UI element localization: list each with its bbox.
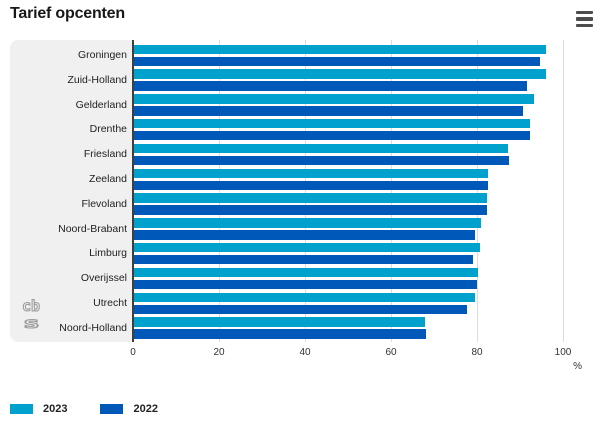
bar-2023-noord-brabant[interactable]	[134, 218, 482, 228]
category-label-groningen: Groningen	[77, 49, 127, 61]
x-tick-label: 100	[554, 347, 572, 358]
category-label-flevoland: Flevoland	[81, 197, 127, 210]
x-tick-label: 20	[213, 347, 225, 358]
bar-2022-groningen[interactable]	[134, 56, 540, 66]
legend-swatch-2023	[10, 404, 33, 414]
cbs-logo: cb s	[21, 296, 40, 332]
category-label-zuid-holland: Zuid-Holland	[67, 73, 127, 86]
gridline-20	[219, 40, 220, 342]
bar-2023-friesland[interactable]	[134, 143, 509, 154]
gridline-40	[305, 40, 306, 342]
bar-2022-limburg[interactable]	[134, 254, 474, 265]
category-label-limburg: Limburg	[89, 247, 127, 260]
hamburger-bar	[576, 23, 593, 27]
bar-2023-groningen[interactable]	[134, 44, 546, 54]
category-label-overijssel: Overijssel	[80, 272, 127, 285]
x-tick-label: 80	[471, 347, 483, 358]
bar-2022-friesland[interactable]	[134, 155, 509, 166]
bar-2022-flevoland[interactable]	[134, 205, 488, 215]
category-label-noord-holland: Noord-Holland	[59, 321, 127, 334]
legend-label-2022: 2022	[133, 403, 158, 415]
bar-2022-zuid-holland[interactable]	[134, 81, 528, 91]
bar-2023-zeeland[interactable]	[134, 168, 488, 178]
legend-label-2023: 2023	[43, 403, 68, 415]
hamburger-menu-icon[interactable]	[576, 11, 593, 27]
bar-2023-limburg[interactable]	[134, 242, 480, 253]
bar-2023-flevoland[interactable]	[134, 193, 488, 203]
bar-2023-zuid-holland[interactable]	[134, 69, 546, 79]
svg-text:s: s	[23, 314, 40, 332]
category-label-noord-brabant: Noord-Brabant	[58, 222, 127, 235]
svg-text:cb: cb	[22, 297, 40, 315]
gridline-100	[563, 40, 564, 342]
x-tick-label: 60	[385, 347, 397, 358]
category-label-drenthe: Drenthe	[89, 123, 127, 136]
bar-2022-noord-holland[interactable]	[134, 329, 426, 339]
category-label-friesland: Friesland	[83, 148, 127, 161]
bar-2023-overijssel[interactable]	[134, 267, 478, 278]
legend-item-2022[interactable]: 2022	[100, 403, 158, 415]
bar-2023-drenthe[interactable]	[134, 118, 530, 129]
legend-item-2023[interactable]: 2023	[10, 403, 67, 415]
category-label-panel	[10, 40, 133, 342]
category-label-zeeland: Zeeland	[89, 173, 127, 185]
bar-2023-noord-holland[interactable]	[134, 317, 425, 327]
hamburger-bar	[576, 17, 593, 21]
bar-2022-overijssel[interactable]	[134, 279, 478, 290]
bar-2022-gelderland[interactable]	[134, 106, 523, 116]
legend-swatch-2022	[100, 404, 124, 414]
gridline-60	[391, 40, 392, 342]
page-title: Tarief opcenten	[10, 5, 125, 22]
x-tick-label: 40	[299, 347, 311, 358]
category-label-gelderland: Gelderland	[75, 98, 127, 111]
bar-2022-zeeland[interactable]	[134, 180, 488, 190]
gridline-80	[477, 40, 478, 342]
bar-2022-utrecht[interactable]	[134, 304, 468, 314]
y-axis-line	[132, 40, 134, 342]
x-tick-label: 0	[130, 347, 136, 358]
hamburger-bar	[576, 11, 593, 15]
chart-legend: 2023 2022	[10, 403, 191, 415]
bar-2023-utrecht[interactable]	[134, 292, 476, 302]
x-axis-unit-label: %	[573, 361, 582, 372]
bar-2022-noord-brabant[interactable]	[134, 230, 475, 240]
bar-2023-gelderland[interactable]	[134, 94, 534, 104]
bar-2022-drenthe[interactable]	[134, 130, 530, 141]
category-label-utrecht: Utrecht	[93, 297, 127, 309]
